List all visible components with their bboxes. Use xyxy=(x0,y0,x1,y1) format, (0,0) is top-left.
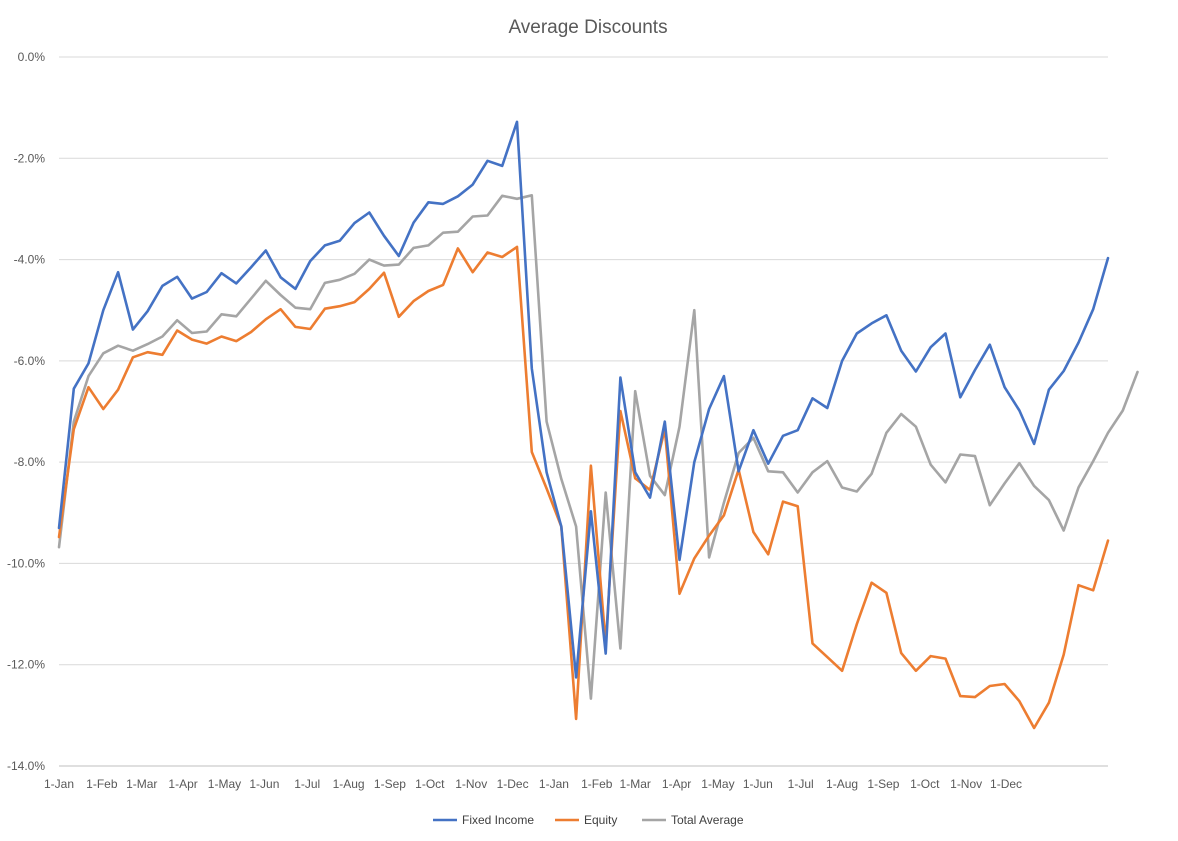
legend-label-total-average: Total Average xyxy=(671,813,744,827)
chart-title: Average Discounts xyxy=(508,17,667,38)
y-tick-label: 0.0% xyxy=(18,50,46,64)
legend: Fixed Income Equity Total Average xyxy=(433,813,744,827)
series-line-fixed-income xyxy=(57,120,1110,679)
x-tick-label: 1-Sep xyxy=(374,777,406,791)
x-tick-label: 1-Dec xyxy=(990,777,1022,791)
x-tick-label: 1-May xyxy=(208,777,241,791)
y-tick-label: -6.0% xyxy=(14,354,46,368)
x-tick-label: 1-Dec xyxy=(497,777,529,791)
x-tick-label: 1-Oct xyxy=(415,777,445,791)
x-tick-label: 1-Feb xyxy=(581,777,613,791)
x-tick-label: 1-Nov xyxy=(455,777,487,791)
x-axis-ticks: 1-Jan 1-Feb 1-Mar 1-Apr 1-May 1-Jun 1-Jul 1-Aug… xyxy=(44,777,1022,791)
x-tick-label: 1-Mar xyxy=(620,777,651,791)
y-tick-label: -14.0% xyxy=(7,759,45,773)
y-tick-label: -10.0% xyxy=(7,556,45,570)
x-tick-label: 1-Apr xyxy=(662,777,691,791)
x-tick-label: 1-Jul xyxy=(788,777,814,791)
x-tick-label: 1-Apr xyxy=(168,777,197,791)
y-axis-ticks: 0.0% -2.0% -4.0% -6.0% -8.0% -10.0% -12.0% -14.… xyxy=(7,50,45,773)
y-tick-label: -12.0% xyxy=(7,658,45,672)
x-tick-label: 1-Sep xyxy=(867,777,899,791)
x-tick-label: 1-Aug xyxy=(826,777,858,791)
x-tick-label: 1-Mar xyxy=(126,777,157,791)
x-tick-label: 1-Oct xyxy=(910,777,940,791)
series-lines xyxy=(57,120,1139,730)
series-line-total-average xyxy=(57,194,1139,700)
x-tick-label: 1-Nov xyxy=(950,777,982,791)
x-tick-label: 1-Jul xyxy=(294,777,320,791)
legend-label-fixed-income: Fixed Income xyxy=(462,813,534,827)
x-tick-label: 1-Feb xyxy=(86,777,118,791)
x-tick-label: 1-Aug xyxy=(333,777,365,791)
x-tick-label: 1-Jun xyxy=(249,777,279,791)
gridlines xyxy=(59,56,1108,767)
legend-label-equity: Equity xyxy=(584,813,617,827)
x-tick-label: 1-May xyxy=(701,777,734,791)
y-tick-label: -8.0% xyxy=(14,455,46,469)
y-tick-label: -2.0% xyxy=(14,151,46,165)
x-tick-label: 1-Jan xyxy=(44,777,74,791)
x-tick-label: 1-Jan xyxy=(539,777,569,791)
y-tick-label: -4.0% xyxy=(14,253,46,267)
x-tick-label: 1-Jun xyxy=(743,777,773,791)
